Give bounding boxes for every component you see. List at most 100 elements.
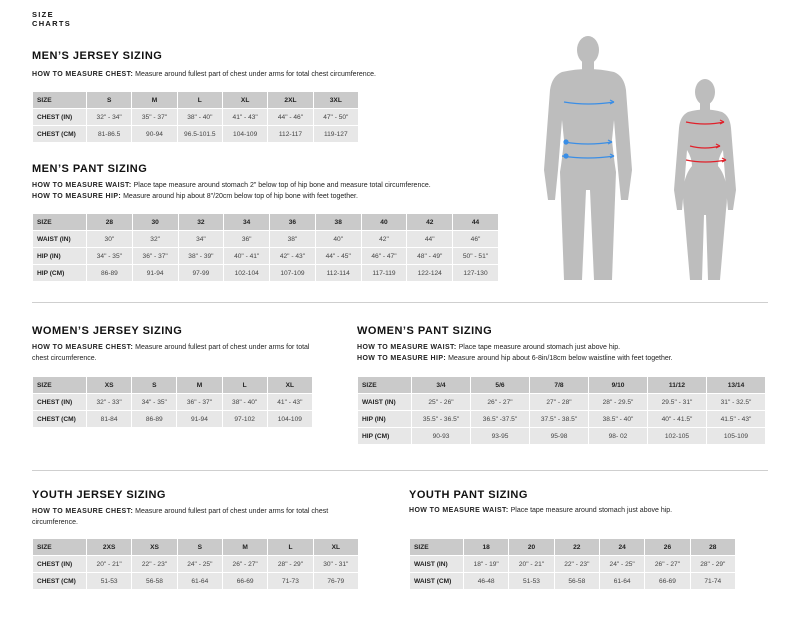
table-cell: 34 (223, 213, 271, 231)
instruction-label: HOW TO MEASURE HIP: (32, 192, 122, 200)
row-label: CHEST (IN) (32, 393, 87, 411)
table-cell: 20" - 21" (508, 555, 555, 573)
female-measure-markers (685, 119, 727, 163)
table-cell: 28 (689, 538, 736, 556)
table-cell: 50" - 51" (452, 247, 499, 265)
section-divider (32, 470, 768, 471)
table-cell: 3XL (312, 91, 359, 109)
table-cell: 95-98 (529, 427, 589, 445)
table-cell: 90-94 (131, 125, 178, 143)
table-row: WAIST (CM) 46-48 51-53 56-58 61-64 66-69 71-74 (409, 572, 736, 590)
table-cell: M (176, 376, 223, 394)
row-label: HIP (IN) (357, 410, 412, 428)
measure-instructions: HOW TO MEASURE WAIST: Place tape measure… (357, 343, 767, 364)
table-cell: 41" - 43" (266, 393, 313, 411)
table-cell: XL (312, 538, 359, 556)
measure-instructions: HOW TO MEASURE WAIST: Place tape measure… (409, 506, 789, 517)
table-cell: 97-102 (221, 410, 268, 428)
table-cell: 127-130 (452, 264, 499, 282)
brand-line-1: SIZE (32, 10, 54, 19)
instruction-line: HOW TO MEASURE HIP: Measure around hip a… (357, 354, 767, 365)
row-label: WAIST (IN) (357, 393, 412, 411)
table-cell: 48" - 49" (406, 247, 454, 265)
table-cell: 47" - 50" (312, 108, 359, 126)
table-row: HIP (CM) 90-93 93-95 95-98 98- 02 102-105 105-… (357, 427, 766, 445)
table-cell: M (221, 538, 269, 556)
row-label: WAIST (IN) (409, 555, 464, 573)
section-title: YOUTH JERSEY SIZING (32, 489, 166, 501)
table-cell: 36" - 37" (176, 393, 223, 411)
table-cell: 37.5" - 38.5" (529, 410, 589, 428)
table-header-row: SIZE 2XS XS S M L XL (32, 538, 359, 556)
table-row: WAIST (IN) 30" 32" 34" 36" 38" 40" 42" 44" 46" (32, 230, 499, 248)
male-measure-markers (561, 99, 615, 159)
table-row: CHEST (CM) 51-53 56-58 61-64 66-69 71-73 76-79 (32, 572, 359, 590)
table-header-row: SIZE 3/4 5/6 7/8 9/10 11/12 13/14 (357, 376, 766, 394)
instruction-label: HOW TO MEASURE CHEST: (32, 508, 134, 515)
table-cell: 76-79 (312, 572, 359, 590)
table-cell: 71-74 (689, 572, 736, 590)
table-cell: 122-124 (406, 264, 454, 282)
instruction-text: Measure around fullest part of chest und… (32, 508, 329, 526)
table-row: WAIST (IN) 25" - 26" 26" - 27" 27" - 28" 28"… (357, 393, 766, 411)
table-cell: S (131, 376, 178, 394)
size-table: SIZE XS S M L XL CHEST (IN) 32" - 33" 34" - 35" 3… (32, 376, 313, 428)
section-title: WOMEN’S PANT SIZING (357, 325, 493, 337)
table-cell: 51-53 (508, 572, 555, 590)
row-label: SIZE (32, 213, 87, 231)
table-cell: 41" - 43" (221, 108, 269, 126)
table-cell: 36 (269, 213, 316, 231)
row-label: CHEST (IN) (32, 108, 87, 126)
row-label: WAIST (CM) (409, 572, 464, 590)
instruction-text: Measure around hip about 6-8in/18cm belo… (448, 354, 673, 362)
male-silhouette (544, 36, 632, 280)
table-cell: 32" (131, 230, 179, 248)
table-cell: 31" - 32.5" (706, 393, 766, 411)
table-cell: 26 (644, 538, 691, 556)
table-cell: 26" - 27" (221, 555, 269, 573)
body-measurement-illustration (544, 36, 736, 280)
table-cell: 3/4 (411, 376, 471, 394)
table-cell: 22 (553, 538, 600, 556)
table-cell: S (85, 91, 133, 109)
table-cell: 42 (406, 213, 454, 231)
row-label: SIZE (32, 376, 87, 394)
table-cell: 38" (269, 230, 316, 248)
table-cell: 32 (177, 213, 225, 231)
table-cell: 28 (86, 213, 133, 231)
table-cell: 44 (452, 213, 499, 231)
table-cell: 93-95 (470, 427, 530, 445)
instruction-line: HOW TO MEASURE CHEST: Measure around ful… (32, 70, 492, 81)
table-cell: 13/14 (706, 376, 766, 394)
row-label: SIZE (409, 538, 464, 556)
measure-instructions: HOW TO MEASURE CHEST: Measure around ful… (32, 70, 492, 81)
table-header-row: SIZE 28 30 32 34 36 38 40 42 44 (32, 213, 499, 231)
table-cell: 56-58 (131, 572, 178, 590)
table-cell: 86-89 (131, 410, 178, 428)
table-cell: 30 (131, 213, 179, 231)
instruction-label: HOW TO MEASURE HIP: (357, 354, 447, 362)
section-title: MEN’S JERSEY SIZING (32, 50, 163, 62)
table-cell: 91-94 (131, 264, 179, 282)
female-silhouette (674, 79, 736, 280)
table-cell: 40" (314, 230, 362, 248)
table-cell: 30" - 31" (312, 555, 359, 573)
instruction-text: Measure around fullest part of chest und… (135, 71, 377, 78)
table-cell: 104-109 (221, 125, 269, 143)
instruction-label: HOW TO MEASURE CHEST: (32, 71, 134, 78)
table-cell: 2XS (85, 538, 133, 556)
table-cell: 9/10 (588, 376, 648, 394)
row-label: CHEST (CM) (32, 572, 87, 590)
table-cell: 112-114 (314, 264, 362, 282)
table-row: CHEST (CM) 81-86.5 90-94 96.5-101.5 104-109 1… (32, 125, 359, 143)
table-cell: 32" - 33" (85, 393, 133, 411)
table-cell: 102-104 (223, 264, 271, 282)
row-label: CHEST (IN) (32, 555, 87, 573)
table-cell: 51-53 (85, 572, 133, 590)
instruction-line: HOW TO MEASURE CHEST: Measure around ful… (32, 507, 362, 528)
table-row: CHEST (IN) 32" - 34" 35" - 37" 38" - 40" 41"… (32, 108, 359, 126)
table-cell: 26" - 27" (644, 555, 691, 573)
section-divider (32, 302, 768, 303)
table-cell: 46" - 47" (360, 247, 408, 265)
table-cell: 11/12 (647, 376, 707, 394)
